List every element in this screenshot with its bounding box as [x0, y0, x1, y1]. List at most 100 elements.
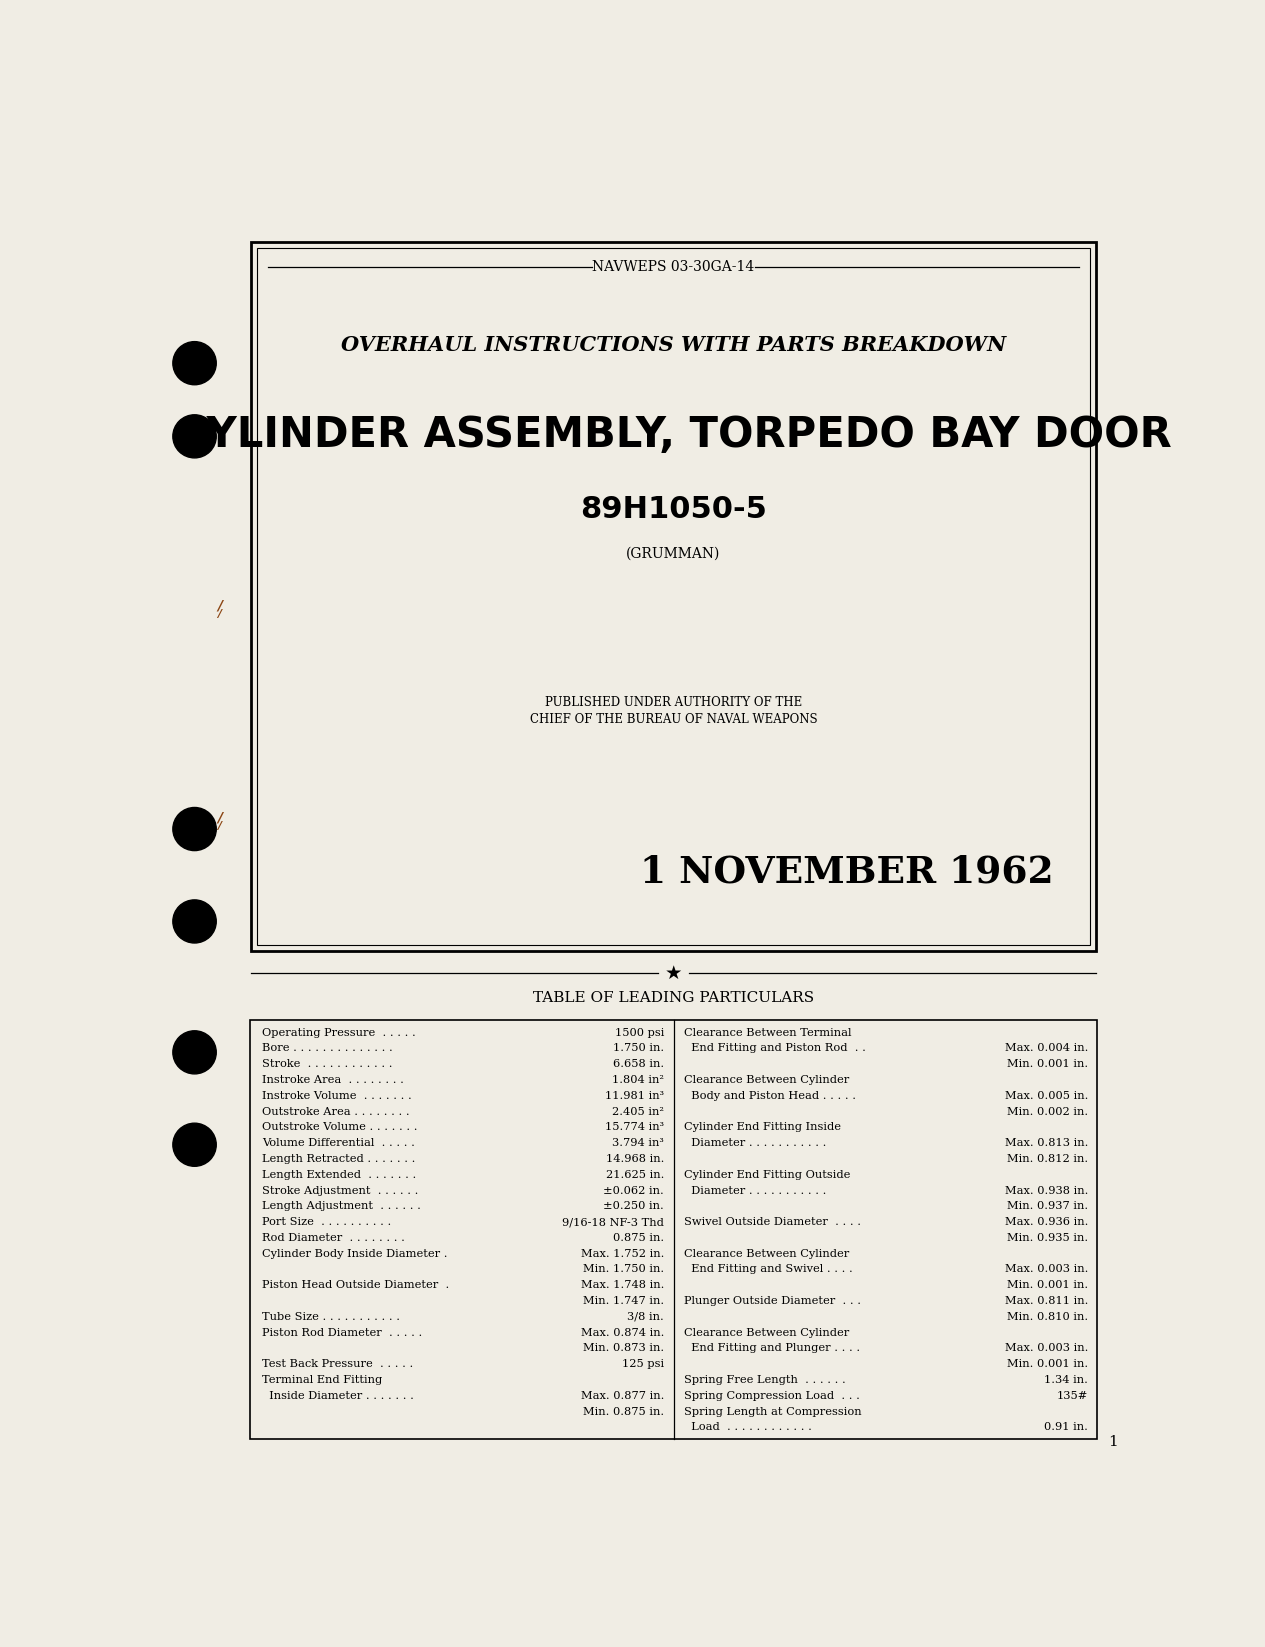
Text: Length Retracted . . . . . . .: Length Retracted . . . . . . . [262, 1155, 415, 1164]
Text: Piston Rod Diameter  . . . . .: Piston Rod Diameter . . . . . [262, 1327, 423, 1337]
Text: 0.91 in.: 0.91 in. [1044, 1423, 1088, 1433]
Text: Min. 1.747 in.: Min. 1.747 in. [583, 1296, 664, 1306]
Text: Outstroke Area . . . . . . . .: Outstroke Area . . . . . . . . [262, 1107, 410, 1117]
Text: Max. 0.813 in.: Max. 0.813 in. [1004, 1138, 1088, 1148]
Bar [252, 242, 1095, 950]
Text: End Fitting and Swivel . . . .: End Fitting and Swivel . . . . [684, 1265, 853, 1275]
Text: CYLINDER ASSEMBLY, TORPEDO BAY DOOR: CYLINDER ASSEMBLY, TORPEDO BAY DOOR [176, 413, 1171, 456]
Text: Stroke  . . . . . . . . . . . .: Stroke . . . . . . . . . . . . [262, 1059, 392, 1069]
Text: Min. 0.935 in.: Min. 0.935 in. [1007, 1234, 1088, 1243]
Text: End Fitting and Piston Rod  . .: End Fitting and Piston Rod . . [684, 1044, 867, 1054]
Text: 1 NOVEMBER 1962: 1 NOVEMBER 1962 [640, 853, 1054, 891]
Text: Max. 0.938 in.: Max. 0.938 in. [1004, 1186, 1088, 1196]
Text: 1: 1 [1108, 1435, 1117, 1449]
Text: 1500 psi: 1500 psi [615, 1028, 664, 1038]
Bar [249, 1019, 1098, 1439]
Text: ±0.062 in.: ±0.062 in. [603, 1186, 664, 1196]
Text: Min. 0.001 in.: Min. 0.001 in. [1007, 1359, 1088, 1369]
Text: Min. 0.875 in.: Min. 0.875 in. [583, 1407, 664, 1416]
Circle shape [173, 1123, 216, 1166]
Bar [257, 247, 1090, 945]
Text: Terminal End Fitting: Terminal End Fitting [262, 1375, 382, 1385]
Circle shape [173, 807, 216, 850]
Text: Cylinder End Fitting Inside: Cylinder End Fitting Inside [684, 1122, 841, 1133]
Text: CHIEF OF THE BUREAU OF NAVAL WEAPONS: CHIEF OF THE BUREAU OF NAVAL WEAPONS [530, 713, 817, 726]
Circle shape [173, 341, 216, 385]
Text: 1.750 in.: 1.750 in. [614, 1044, 664, 1054]
Text: OVERHAUL INSTRUCTIONS WITH PARTS BREAKDOWN: OVERHAUL INSTRUCTIONS WITH PARTS BREAKDO… [340, 336, 1006, 356]
Text: Port Size  . . . . . . . . . .: Port Size . . . . . . . . . . [262, 1217, 391, 1227]
Text: Min. 0.937 in.: Min. 0.937 in. [1007, 1201, 1088, 1211]
Circle shape [173, 1031, 216, 1074]
Text: NAVWEPS 03-30GA-14: NAVWEPS 03-30GA-14 [592, 260, 755, 273]
Text: Min. 0.002 in.: Min. 0.002 in. [1007, 1107, 1088, 1117]
Text: Tube Size . . . . . . . . . . .: Tube Size . . . . . . . . . . . [262, 1311, 400, 1323]
Text: Rod Diameter  . . . . . . . .: Rod Diameter . . . . . . . . [262, 1234, 405, 1243]
Text: /: / [218, 598, 223, 613]
Text: Inside Diameter . . . . . . .: Inside Diameter . . . . . . . [262, 1390, 414, 1400]
Text: Max. 0.936 in.: Max. 0.936 in. [1004, 1217, 1088, 1227]
Text: Max. 1.752 in.: Max. 1.752 in. [581, 1248, 664, 1258]
Text: 1.804 in²: 1.804 in² [612, 1075, 664, 1085]
Text: Max. 0.874 in.: Max. 0.874 in. [581, 1327, 664, 1337]
Circle shape [173, 415, 216, 458]
Text: Plunger Outside Diameter  . . .: Plunger Outside Diameter . . . [684, 1296, 861, 1306]
Text: Min. 0.873 in.: Min. 0.873 in. [583, 1344, 664, 1354]
Text: Max. 0.003 in.: Max. 0.003 in. [1004, 1265, 1088, 1275]
Text: /: / [218, 822, 221, 832]
Text: Max. 0.877 in.: Max. 0.877 in. [581, 1390, 664, 1400]
Text: 0.875 in.: 0.875 in. [614, 1234, 664, 1243]
Text: 15.774 in³: 15.774 in³ [605, 1122, 664, 1133]
Text: 9/16-18 NF-3 Thd: 9/16-18 NF-3 Thd [563, 1217, 664, 1227]
Text: ±0.250 in.: ±0.250 in. [603, 1201, 664, 1211]
Text: Load  . . . . . . . . . . . .: Load . . . . . . . . . . . . [684, 1423, 812, 1433]
Text: Max. 0.005 in.: Max. 0.005 in. [1004, 1090, 1088, 1100]
Text: Piston Head Outside Diameter  .: Piston Head Outside Diameter . [262, 1280, 449, 1290]
Text: /: / [218, 810, 223, 825]
Text: 14.968 in.: 14.968 in. [606, 1155, 664, 1164]
Text: Diameter . . . . . . . . . . .: Diameter . . . . . . . . . . . [684, 1186, 827, 1196]
Text: Min. 0.812 in.: Min. 0.812 in. [1007, 1155, 1088, 1164]
Text: Test Back Pressure  . . . . .: Test Back Pressure . . . . . [262, 1359, 414, 1369]
Text: PUBLISHED UNDER AUTHORITY OF THE: PUBLISHED UNDER AUTHORITY OF THE [545, 697, 802, 710]
Text: Spring Compression Load  . . .: Spring Compression Load . . . [684, 1390, 860, 1400]
Text: Max. 0.004 in.: Max. 0.004 in. [1004, 1044, 1088, 1054]
Text: Max. 0.003 in.: Max. 0.003 in. [1004, 1344, 1088, 1354]
Text: Min. 1.750 in.: Min. 1.750 in. [583, 1265, 664, 1275]
Text: 1.34 in.: 1.34 in. [1044, 1375, 1088, 1385]
Text: Operating Pressure  . . . . .: Operating Pressure . . . . . [262, 1028, 416, 1038]
Text: Clearance Between Terminal: Clearance Between Terminal [684, 1028, 851, 1038]
Text: Max. 0.811 in.: Max. 0.811 in. [1004, 1296, 1088, 1306]
Text: 11.981 in³: 11.981 in³ [605, 1090, 664, 1100]
Text: Spring Free Length  . . . . . .: Spring Free Length . . . . . . [684, 1375, 846, 1385]
Text: 6.658 in.: 6.658 in. [614, 1059, 664, 1069]
Text: 125 psi: 125 psi [622, 1359, 664, 1369]
Text: Clearance Between Cylinder: Clearance Between Cylinder [684, 1075, 850, 1085]
Text: 21.625 in.: 21.625 in. [606, 1169, 664, 1179]
Text: /: / [218, 609, 221, 619]
Text: Max. 1.748 in.: Max. 1.748 in. [581, 1280, 664, 1290]
Text: Min. 0.001 in.: Min. 0.001 in. [1007, 1280, 1088, 1290]
Text: (GRUMMAN): (GRUMMAN) [626, 547, 721, 560]
Text: Stroke Adjustment  . . . . . .: Stroke Adjustment . . . . . . [262, 1186, 419, 1196]
Text: Min. 0.001 in.: Min. 0.001 in. [1007, 1059, 1088, 1069]
Text: 2.405 in²: 2.405 in² [612, 1107, 664, 1117]
Text: Instroke Volume  . . . . . . .: Instroke Volume . . . . . . . [262, 1090, 411, 1100]
Text: Body and Piston Head . . . . .: Body and Piston Head . . . . . [684, 1090, 856, 1100]
Text: 3/8 in.: 3/8 in. [627, 1311, 664, 1323]
Text: ★: ★ [664, 963, 682, 983]
Text: Instroke Area  . . . . . . . .: Instroke Area . . . . . . . . [262, 1075, 404, 1085]
Text: Swivel Outside Diameter  . . . .: Swivel Outside Diameter . . . . [684, 1217, 861, 1227]
Text: Clearance Between Cylinder: Clearance Between Cylinder [684, 1248, 850, 1258]
Text: Bore . . . . . . . . . . . . . .: Bore . . . . . . . . . . . . . . [262, 1044, 392, 1054]
Text: Min. 0.810 in.: Min. 0.810 in. [1007, 1311, 1088, 1323]
Text: Spring Length at Compression: Spring Length at Compression [684, 1407, 861, 1416]
Text: Clearance Between Cylinder: Clearance Between Cylinder [684, 1327, 850, 1337]
Text: Length Adjustment  . . . . . .: Length Adjustment . . . . . . [262, 1201, 421, 1211]
Text: Length Extended  . . . . . . .: Length Extended . . . . . . . [262, 1169, 416, 1179]
Circle shape [173, 899, 216, 944]
Text: 89H1050-5: 89H1050-5 [581, 496, 767, 524]
Text: Cylinder Body Inside Diameter .: Cylinder Body Inside Diameter . [262, 1248, 448, 1258]
Text: 135#: 135# [1056, 1390, 1088, 1400]
Text: End Fitting and Plunger . . . .: End Fitting and Plunger . . . . [684, 1344, 860, 1354]
